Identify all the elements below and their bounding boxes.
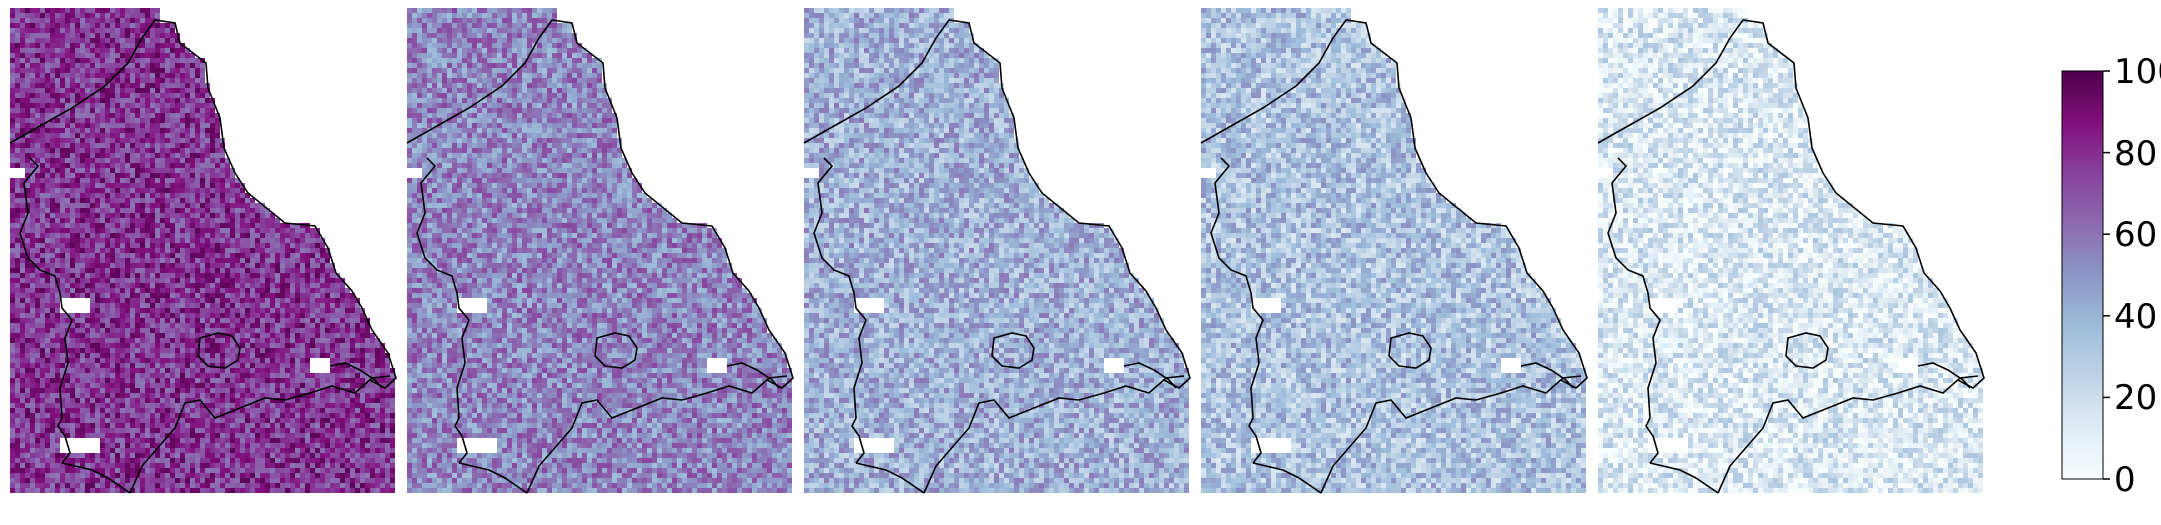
region-boundary: [1917, 362, 1971, 389]
colorbar-tick-label: 40: [2114, 297, 2157, 337]
region-boundary: [234, 172, 397, 389]
region-boundary: [416, 157, 470, 464]
region-boundary: [1822, 172, 1985, 389]
region-boundary: [9, 19, 236, 174]
region-boundary: [631, 172, 794, 389]
map-panel: [406, 8, 794, 494]
region-boundary: [594, 332, 638, 369]
map-panel: [9, 8, 397, 494]
region-boundary: [1028, 172, 1191, 389]
region-boundary: [1252, 375, 1582, 494]
region-boundary: [1649, 375, 1979, 494]
colorbar-ticks: 0 20 40 60 80 100: [2103, 52, 2161, 500]
region-boundary: [1607, 157, 1661, 464]
region-boundary: [855, 375, 1185, 494]
colorbar-tick-label: 60: [2114, 215, 2157, 255]
region-boundary: [406, 19, 633, 174]
map-panel: [1597, 8, 1985, 494]
region-boundary: [61, 375, 391, 494]
region-boundary: [726, 362, 780, 389]
region-boundary: [19, 157, 73, 464]
region-boundary: [1200, 19, 1427, 174]
region-boundary: [197, 332, 241, 369]
region-boundary: [813, 157, 867, 464]
map-panel: [803, 8, 1191, 494]
map-panel: [1200, 8, 1588, 494]
map-panels: [9, 8, 1985, 494]
region-boundary: [1388, 332, 1432, 369]
colorbar-tick-label: 20: [2114, 378, 2157, 418]
region-boundary: [1785, 332, 1829, 369]
colorbar: 0 20 40 60 80 100: [2061, 52, 2161, 500]
region-boundary: [1123, 362, 1177, 389]
region-boundary: [803, 19, 1030, 174]
colorbar-tick-label: 100: [2114, 52, 2161, 92]
region-boundary: [1210, 157, 1264, 464]
region-boundary: [991, 332, 1035, 369]
region-boundary: [329, 362, 383, 389]
colorbar-gradient: [2061, 70, 2104, 480]
region-boundary: [1597, 19, 1824, 174]
region-boundary: [1425, 172, 1588, 389]
colorbar-tick-label: 80: [2114, 134, 2157, 174]
colorbar-tick-label: 0: [2114, 460, 2136, 500]
region-boundary: [1520, 362, 1574, 389]
region-boundary: [458, 375, 788, 494]
